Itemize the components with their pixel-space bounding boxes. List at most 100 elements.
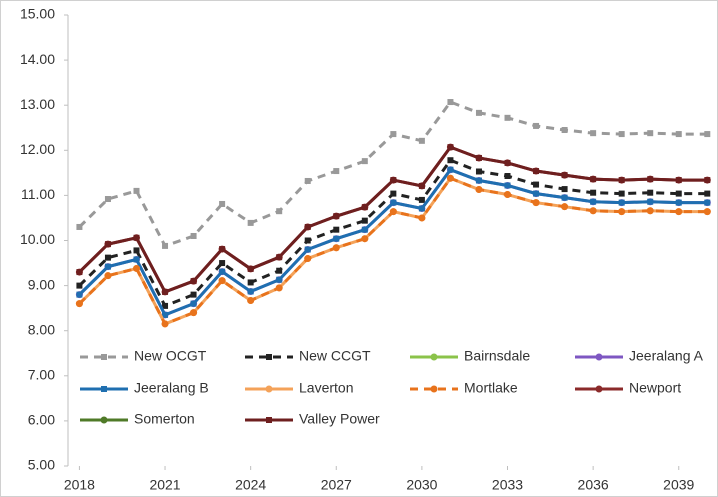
y-tick-label: 10.00 bbox=[20, 231, 55, 247]
series bbox=[76, 144, 711, 295]
marker bbox=[76, 223, 83, 230]
marker bbox=[703, 208, 711, 216]
x-tick-label: 2024 bbox=[235, 477, 266, 493]
series bbox=[76, 166, 711, 318]
marker bbox=[247, 219, 254, 226]
marker bbox=[390, 131, 397, 138]
marker bbox=[504, 190, 512, 198]
legend-label: Bairnsdale bbox=[464, 348, 530, 364]
marker bbox=[333, 213, 340, 220]
marker bbox=[675, 190, 682, 197]
marker bbox=[418, 182, 425, 189]
marker bbox=[104, 196, 111, 203]
series bbox=[76, 157, 711, 309]
y-tick-label: 12.00 bbox=[20, 141, 55, 157]
marker bbox=[475, 109, 482, 116]
y-tick-label: 8.00 bbox=[28, 321, 55, 337]
marker bbox=[389, 208, 397, 216]
marker bbox=[704, 177, 711, 184]
marker bbox=[533, 168, 540, 175]
marker bbox=[675, 199, 682, 206]
marker bbox=[333, 168, 340, 175]
marker bbox=[76, 269, 83, 276]
series bbox=[75, 174, 711, 328]
marker bbox=[447, 99, 454, 106]
marker bbox=[646, 207, 654, 215]
marker bbox=[475, 186, 483, 194]
marker bbox=[304, 223, 311, 230]
marker bbox=[618, 199, 625, 206]
marker bbox=[219, 200, 226, 207]
marker bbox=[390, 199, 397, 206]
marker bbox=[75, 300, 83, 308]
x-tick-label: 2027 bbox=[321, 477, 352, 493]
marker bbox=[561, 203, 569, 211]
marker bbox=[133, 256, 140, 263]
marker bbox=[304, 237, 311, 244]
x-tick-label: 2030 bbox=[406, 477, 437, 493]
marker bbox=[390, 177, 397, 184]
marker bbox=[618, 177, 625, 184]
marker bbox=[533, 122, 540, 129]
marker bbox=[133, 187, 140, 194]
legend-label: Jeeralang A bbox=[629, 348, 704, 364]
marker bbox=[418, 137, 425, 144]
marker bbox=[361, 204, 368, 211]
marker bbox=[704, 190, 711, 197]
marker bbox=[590, 176, 597, 183]
marker bbox=[162, 242, 169, 249]
marker bbox=[304, 177, 311, 184]
marker bbox=[504, 159, 511, 166]
marker bbox=[418, 205, 425, 212]
marker bbox=[647, 176, 654, 183]
marker bbox=[333, 235, 340, 242]
marker bbox=[561, 172, 568, 179]
y-tick-label: 5.00 bbox=[28, 457, 55, 473]
marker bbox=[561, 186, 568, 193]
legend-marker bbox=[430, 385, 438, 393]
marker bbox=[162, 311, 169, 318]
marker bbox=[675, 131, 682, 138]
y-tick-label: 7.00 bbox=[28, 367, 55, 383]
marker bbox=[647, 130, 654, 137]
marker bbox=[561, 194, 568, 201]
marker bbox=[76, 291, 83, 298]
marker bbox=[104, 254, 111, 261]
legend-label: Laverton bbox=[299, 380, 353, 396]
series bbox=[76, 99, 711, 249]
x-tick-label: 2039 bbox=[663, 477, 694, 493]
marker bbox=[590, 130, 597, 137]
legend-marker bbox=[101, 354, 107, 360]
marker bbox=[675, 208, 683, 216]
marker bbox=[276, 267, 283, 274]
x-tick-label: 2021 bbox=[149, 477, 180, 493]
marker bbox=[276, 254, 283, 261]
marker bbox=[589, 207, 597, 215]
marker bbox=[446, 174, 454, 182]
marker bbox=[361, 226, 368, 233]
marker bbox=[104, 272, 112, 280]
marker bbox=[104, 241, 111, 248]
marker bbox=[304, 246, 311, 253]
marker bbox=[475, 154, 482, 161]
marker bbox=[219, 260, 226, 267]
marker bbox=[418, 196, 425, 203]
marker bbox=[390, 190, 397, 197]
y-tick-label: 9.00 bbox=[28, 276, 55, 292]
marker bbox=[647, 198, 654, 205]
marker bbox=[162, 302, 169, 309]
marker bbox=[618, 190, 625, 197]
legend-label: Newport bbox=[629, 380, 681, 396]
marker bbox=[133, 247, 140, 254]
marker bbox=[190, 309, 198, 317]
marker bbox=[190, 291, 197, 298]
marker bbox=[190, 232, 197, 239]
marker bbox=[76, 282, 83, 289]
marker bbox=[447, 157, 454, 164]
marker bbox=[247, 265, 254, 272]
marker bbox=[704, 131, 711, 138]
marker bbox=[675, 177, 682, 184]
marker bbox=[218, 277, 226, 285]
marker bbox=[447, 166, 454, 173]
